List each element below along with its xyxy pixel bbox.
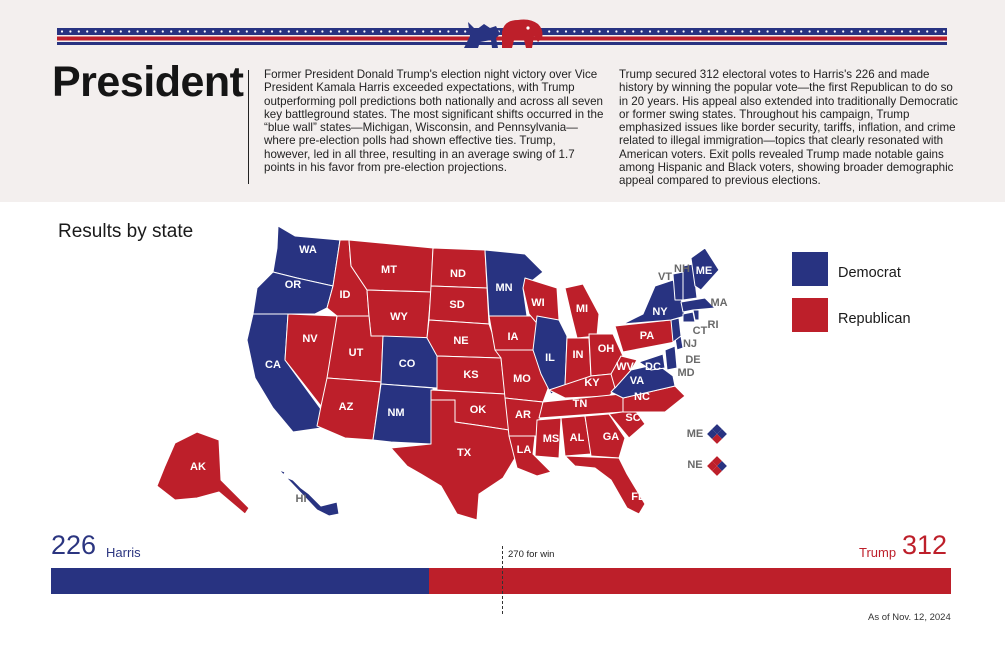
svg-text:TN: TN bbox=[573, 398, 588, 410]
svg-text:IA: IA bbox=[508, 331, 519, 343]
svg-text:SD: SD bbox=[449, 299, 464, 311]
svg-text:IN: IN bbox=[573, 349, 584, 361]
svg-text:WA: WA bbox=[299, 244, 317, 256]
win-threshold-label: 270 for win bbox=[508, 549, 555, 560]
svg-text:NY: NY bbox=[652, 306, 668, 318]
svg-text:RI: RI bbox=[708, 319, 719, 331]
svg-text:WY: WY bbox=[390, 311, 408, 323]
svg-text:MN: MN bbox=[495, 282, 512, 294]
svg-text:MS: MS bbox=[543, 433, 560, 445]
svg-text:ME: ME bbox=[696, 265, 713, 277]
svg-text:PA: PA bbox=[640, 330, 655, 342]
state-MS[interactable] bbox=[534, 417, 562, 459]
svg-text:FL: FL bbox=[631, 491, 645, 503]
svg-text:KS: KS bbox=[463, 369, 478, 381]
harris-label: Harris bbox=[106, 545, 141, 560]
svg-text:CO: CO bbox=[399, 358, 416, 370]
svg-text:OK: OK bbox=[470, 404, 487, 416]
map-title: Results by state bbox=[58, 221, 194, 242]
svg-text:MA: MA bbox=[710, 297, 727, 309]
state-HI[interactable] bbox=[278, 469, 340, 517]
split-icon-maine bbox=[707, 424, 727, 444]
svg-text:ND: ND bbox=[450, 268, 466, 280]
state-DC[interactable] bbox=[638, 353, 666, 371]
svg-text:HI: HI bbox=[296, 493, 307, 505]
svg-text:NJ: NJ bbox=[683, 338, 697, 350]
intro-paragraph-left: Former President Donald Trump's election… bbox=[264, 68, 604, 175]
svg-text:NH: NH bbox=[674, 263, 690, 275]
svg-text:AL: AL bbox=[570, 432, 585, 444]
svg-text:DC: DC bbox=[645, 361, 661, 373]
svg-text:ME: ME bbox=[687, 428, 704, 440]
header-band: President Former President Donald Trump'… bbox=[0, 0, 1005, 202]
state-ME[interactable] bbox=[690, 247, 720, 291]
svg-text:WI: WI bbox=[531, 297, 544, 309]
svg-text:MI: MI bbox=[576, 303, 588, 315]
page-title: President bbox=[52, 58, 244, 106]
svg-text:AZ: AZ bbox=[339, 401, 354, 413]
svg-text:VA: VA bbox=[630, 375, 645, 387]
svg-text:NM: NM bbox=[387, 407, 404, 419]
state-CT[interactable] bbox=[682, 311, 696, 323]
svg-text:UT: UT bbox=[349, 347, 364, 359]
state-OR[interactable] bbox=[252, 271, 334, 315]
state-NM[interactable] bbox=[372, 383, 434, 445]
state-MD[interactable] bbox=[664, 345, 678, 371]
harris-votes-bar bbox=[51, 568, 429, 594]
state-WV[interactable] bbox=[610, 355, 638, 389]
svg-text:AR: AR bbox=[515, 409, 531, 421]
svg-text:OH: OH bbox=[598, 343, 615, 355]
win-threshold-line bbox=[502, 546, 503, 614]
legend-label-republican: Republican bbox=[838, 311, 911, 327]
state-AK[interactable] bbox=[156, 431, 250, 515]
svg-text:CA: CA bbox=[265, 359, 281, 371]
trump-electoral-votes: 312 bbox=[902, 530, 948, 560]
state-FL[interactable] bbox=[564, 455, 646, 515]
trump-label: Trump bbox=[859, 545, 897, 560]
legend-swatch-democrat bbox=[792, 252, 828, 286]
svg-text:IL: IL bbox=[545, 352, 555, 364]
svg-text:NE: NE bbox=[687, 459, 702, 471]
harris-electoral-votes: 226 bbox=[51, 530, 97, 560]
svg-text:ID: ID bbox=[340, 289, 351, 301]
svg-text:WV: WV bbox=[616, 361, 634, 373]
svg-text:LA: LA bbox=[517, 444, 532, 456]
svg-text:NC: NC bbox=[634, 391, 650, 403]
svg-text:MD: MD bbox=[677, 367, 694, 379]
state-GA[interactable] bbox=[584, 413, 626, 459]
as-of-date: As of Nov. 12, 2024 bbox=[868, 612, 951, 623]
svg-text:VT: VT bbox=[658, 271, 672, 283]
trump-votes-bar bbox=[429, 568, 951, 594]
legend-swatch-republican bbox=[792, 298, 828, 332]
svg-text:NV: NV bbox=[302, 333, 318, 345]
state-TX[interactable] bbox=[390, 399, 516, 521]
svg-text:CT: CT bbox=[693, 325, 708, 337]
svg-text:MO: MO bbox=[513, 373, 531, 385]
intro-paragraph-right: Trump secured 312 electoral votes to Har… bbox=[619, 68, 958, 188]
svg-text:OR: OR bbox=[285, 279, 302, 291]
svg-text:TX: TX bbox=[457, 447, 472, 459]
svg-text:SC: SC bbox=[625, 412, 640, 424]
state-LA[interactable] bbox=[508, 435, 552, 477]
state-MA[interactable] bbox=[680, 297, 716, 313]
svg-text:MT: MT bbox=[381, 264, 397, 276]
legend-label-democrat: Democrat bbox=[838, 265, 901, 281]
svg-text:DE: DE bbox=[685, 354, 700, 366]
split-icon-nebraska bbox=[707, 456, 727, 476]
donkey-elephant-icon bbox=[464, 19, 543, 48]
title-divider bbox=[248, 70, 249, 184]
svg-text:KY: KY bbox=[584, 377, 600, 389]
svg-text:AK: AK bbox=[190, 461, 206, 473]
state-labels: WA OR CA NV ID MT WY UT AZ CO NM ND SD N… bbox=[190, 244, 728, 505]
svg-text:GA: GA bbox=[603, 431, 620, 443]
us-results-map: WA OR CA NV ID MT WY UT AZ CO NM ND SD N… bbox=[156, 225, 728, 521]
svg-text:NE: NE bbox=[453, 335, 468, 347]
state-VT[interactable] bbox=[672, 271, 684, 301]
